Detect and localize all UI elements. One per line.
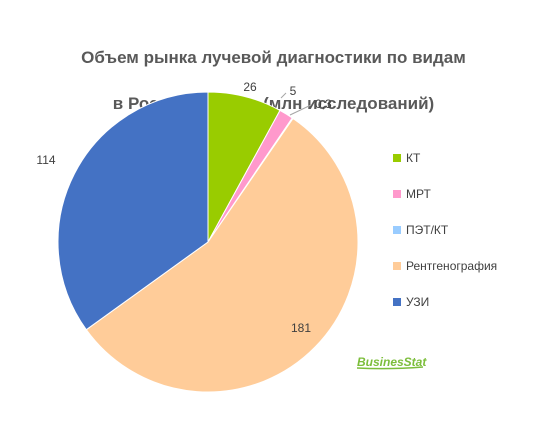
chart-title-line1: Объем рынка лучевой диагностики по видам — [81, 48, 466, 67]
legend-swatch-0 — [393, 154, 401, 162]
legend-label-3: Рентгенография — [406, 259, 497, 273]
watermark-swoosh — [356, 366, 424, 370]
data-label-1: 5 — [290, 84, 297, 98]
legend-label-0: КТ — [406, 151, 421, 165]
legend-label-4: УЗИ — [406, 295, 429, 309]
data-label-4: 114 — [36, 153, 55, 167]
watermark-text: BusinesStat — [357, 355, 427, 369]
legend-swatch-4 — [393, 298, 401, 306]
legend-swatch-2 — [393, 226, 401, 234]
leader-line-1 — [280, 92, 287, 99]
data-label-0: 26 — [243, 80, 257, 94]
businesstat-watermark: BusinesStat — [356, 355, 427, 370]
legend-label-1: МРТ — [406, 187, 431, 201]
legend-label-2: ПЭТ/КТ — [406, 223, 449, 237]
pie-slice-3 — [85, 117, 359, 393]
leader-line-2 — [289, 104, 312, 116]
legend-swatch-1 — [393, 190, 401, 198]
pie-slice-4 — [57, 91, 209, 331]
legend-swatch-3 — [393, 262, 401, 270]
data-label-2: 0,3 — [315, 97, 332, 111]
data-label-3: 181 — [291, 321, 311, 335]
